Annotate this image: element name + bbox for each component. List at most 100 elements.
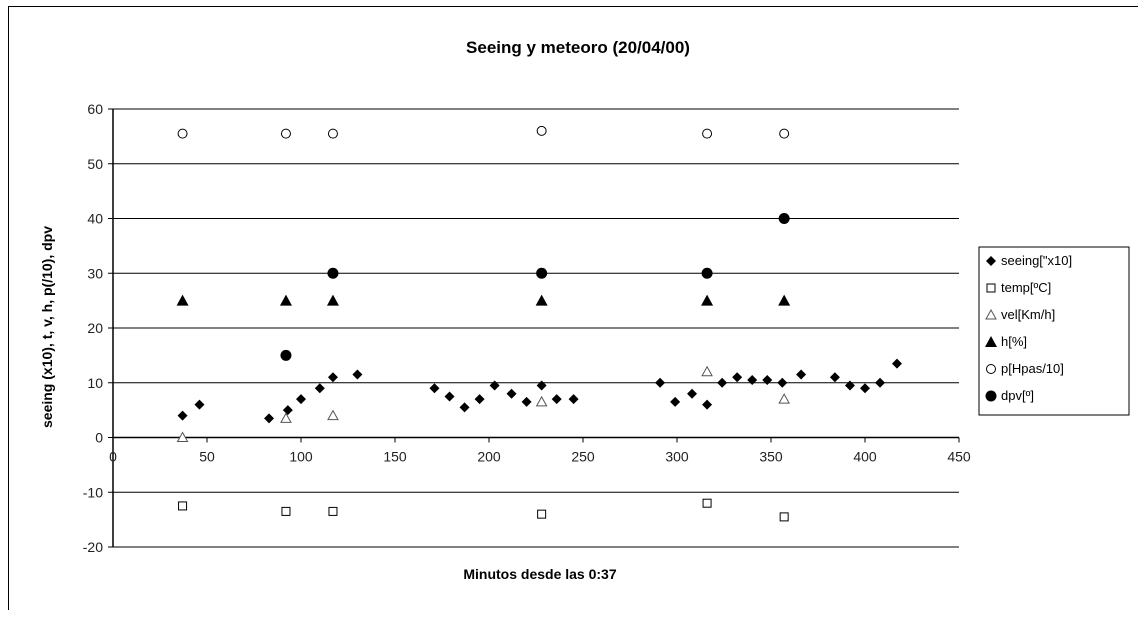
chart-svg: Seeing y meteoro (20/04/00) 60 50 40 30 20 10… bbox=[39, 38, 1130, 582]
data-point bbox=[506, 388, 517, 399]
data-point bbox=[687, 388, 698, 399]
data-point bbox=[796, 369, 807, 380]
chart-marks bbox=[176, 125, 902, 522]
legend-marker bbox=[986, 283, 996, 293]
data-point bbox=[747, 375, 758, 386]
legend-label: h[%] bbox=[1001, 334, 1027, 349]
data-point bbox=[176, 431, 189, 442]
data-point bbox=[701, 294, 714, 306]
data-point bbox=[177, 128, 188, 139]
x-tick-label: 150 bbox=[383, 449, 407, 465]
y-tick-label: 20 bbox=[87, 320, 103, 336]
x-axis-title: Minutos desde las 0:37 bbox=[463, 566, 616, 582]
y-tick-label: 40 bbox=[87, 211, 103, 227]
y-axis-title: seeing (x10), t, v, h, p(/10), dpv bbox=[39, 226, 55, 428]
data-point bbox=[844, 380, 855, 391]
y-tick-label: 30 bbox=[87, 265, 103, 281]
data-point bbox=[670, 396, 681, 407]
data-point bbox=[521, 396, 532, 407]
gridlines bbox=[113, 108, 959, 548]
data-point bbox=[535, 395, 548, 407]
legend-marker bbox=[985, 336, 997, 347]
data-point bbox=[777, 377, 788, 388]
data-point bbox=[327, 409, 339, 421]
series-0 bbox=[177, 358, 902, 424]
legend-box bbox=[978, 246, 1130, 416]
x-tick-label: 400 bbox=[853, 449, 877, 465]
legend-marker bbox=[986, 364, 996, 374]
data-point bbox=[328, 506, 338, 516]
data-point bbox=[702, 399, 713, 410]
y-tick-label: 10 bbox=[87, 375, 103, 391]
x-tick-label: 450 bbox=[947, 449, 971, 465]
data-point bbox=[489, 380, 500, 391]
data-point bbox=[327, 372, 338, 383]
x-tick-label: 0 bbox=[109, 449, 117, 465]
data-point bbox=[296, 394, 306, 405]
data-point bbox=[280, 128, 291, 139]
data-point bbox=[280, 412, 292, 423]
y-tick-label: 0 bbox=[95, 430, 103, 446]
data-point bbox=[701, 365, 713, 377]
data-point bbox=[282, 405, 293, 416]
data-point bbox=[429, 383, 440, 394]
data-point bbox=[536, 380, 547, 391]
data-point bbox=[264, 413, 275, 424]
data-point bbox=[279, 294, 292, 306]
data-point bbox=[176, 294, 189, 306]
data-point bbox=[474, 394, 485, 405]
data-point bbox=[860, 383, 870, 394]
y-tick-label: 50 bbox=[87, 156, 103, 172]
y-tick-label: -20 bbox=[83, 539, 103, 555]
chart-title: Seeing y meteoro (20/04/00) bbox=[466, 38, 690, 57]
data-point bbox=[536, 267, 548, 279]
x-tick-label: 100 bbox=[289, 449, 313, 465]
data-point bbox=[778, 294, 791, 306]
data-point bbox=[717, 377, 728, 388]
data-point bbox=[280, 349, 292, 361]
data-point bbox=[875, 377, 886, 388]
legend-label: vel[Km/h] bbox=[1001, 307, 1055, 322]
data-point bbox=[779, 512, 789, 522]
x-tick-label: 250 bbox=[571, 449, 595, 465]
data-point bbox=[352, 369, 363, 380]
x-tick-label: 200 bbox=[477, 449, 501, 465]
x-tick-label: 300 bbox=[665, 449, 689, 465]
data-point bbox=[568, 394, 579, 405]
legend-marker bbox=[985, 308, 997, 320]
data-point bbox=[327, 267, 339, 279]
data-point bbox=[702, 498, 712, 508]
data-point bbox=[732, 372, 743, 383]
data-point bbox=[702, 128, 713, 139]
legend-marker bbox=[985, 390, 997, 402]
y-tick-label: -10 bbox=[83, 484, 103, 500]
data-point bbox=[194, 399, 205, 410]
series-5 bbox=[280, 213, 790, 361]
data-point bbox=[281, 506, 291, 516]
legend-label: dpv[º] bbox=[1001, 388, 1034, 403]
data-point bbox=[536, 125, 547, 136]
data-point bbox=[444, 391, 455, 402]
data-point bbox=[891, 358, 902, 369]
chart-frame: Seeing y meteoro (20/04/00) 60 50 40 30 20 10… bbox=[8, 6, 1138, 610]
data-point bbox=[551, 394, 562, 405]
data-point bbox=[178, 501, 188, 511]
legend-label: p[Hpas/10] bbox=[1001, 361, 1064, 376]
data-point bbox=[535, 294, 548, 306]
data-point bbox=[314, 383, 325, 394]
data-point bbox=[655, 377, 666, 388]
data-point bbox=[701, 267, 713, 279]
series-2 bbox=[176, 365, 791, 442]
series-1 bbox=[178, 498, 789, 522]
x-ticks: 0 50 100 150 200 250 300 350 400 450 bbox=[109, 437, 971, 465]
data-point bbox=[778, 393, 791, 404]
legend: seeing["x10] temp[ºC] vel[Km/h] h[%] p[Hpas/… bbox=[978, 246, 1130, 416]
y-ticks: 60 50 40 30 20 10 0 -10 -20 bbox=[83, 101, 113, 555]
x-tick-label: 350 bbox=[759, 449, 783, 465]
data-point bbox=[459, 402, 470, 413]
data-point bbox=[778, 213, 790, 224]
data-point bbox=[327, 128, 338, 139]
data-point bbox=[762, 375, 773, 386]
legend-marker bbox=[986, 256, 996, 266]
y-tick-label: 60 bbox=[87, 101, 103, 117]
